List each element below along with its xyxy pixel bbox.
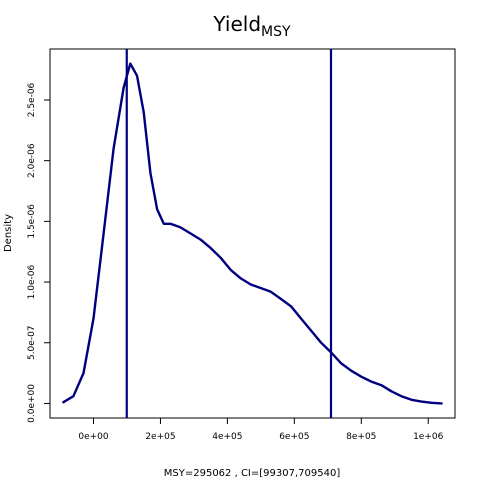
- x-tick-label: 1e+06: [413, 432, 444, 442]
- y-axis-title: Density: [3, 214, 14, 252]
- x-tick-label: 4e+05: [212, 432, 242, 442]
- plot-area: 0e+00 2e+05 4e+05 6e+05 8e+05 1e+06 0.0e+00 5.0…: [27, 48, 456, 442]
- y-tick-label: 1.0e-06: [27, 265, 37, 300]
- x-tick-label: 2e+05: [145, 432, 175, 442]
- density-line: [62, 62, 443, 405]
- x-axis-title: MSY=295062 , CI=[99307,709540]: [164, 468, 341, 479]
- plot-frame: [49, 48, 456, 419]
- chart-title: YieldMSY: [212, 12, 291, 40]
- y-tick-label: 1.5e-06: [27, 204, 37, 239]
- y-tick-label: 5.0e-07: [27, 325, 37, 360]
- chart-title-main: Yield: [212, 12, 261, 36]
- y-tick-label: 2.5e-06: [27, 82, 37, 117]
- x-tick-label: 6e+05: [279, 432, 309, 442]
- chart-title-subscript: MSY: [261, 24, 291, 40]
- x-tick-label: 8e+05: [346, 432, 376, 442]
- x-tick-label: 0e+00: [78, 432, 109, 442]
- y-tick-label: 0.0e+00: [27, 384, 37, 423]
- y-tick-label: 2.0e-06: [27, 143, 37, 178]
